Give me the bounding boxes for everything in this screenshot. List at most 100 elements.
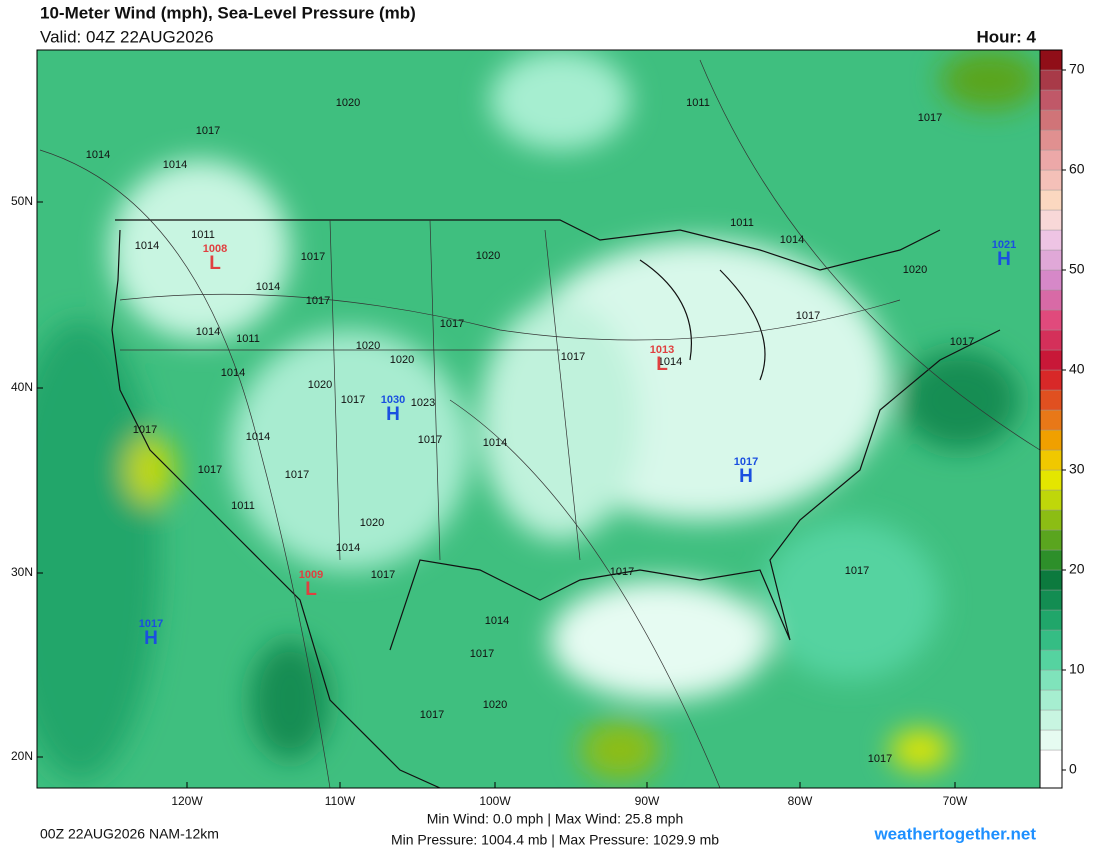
lon-label: 80W xyxy=(788,794,813,808)
colorbar-tick-label: 50 xyxy=(1069,261,1085,277)
colorbar-segment xyxy=(1039,749,1063,789)
colorbar-tick-label: 60 xyxy=(1069,161,1085,177)
pressure-center-value: 1017 xyxy=(139,618,163,630)
lon-label: 110W xyxy=(325,794,356,808)
isobar-label: 1017 xyxy=(133,424,157,436)
colorbar-segment xyxy=(1039,549,1063,571)
colorbar-segment xyxy=(1039,189,1063,211)
colorbar-segment xyxy=(1039,369,1063,391)
site-name: weathertogether.net xyxy=(873,824,1036,843)
colorbar-segment xyxy=(1039,449,1063,471)
isobar-label: 1017 xyxy=(301,251,325,263)
pressure-center-symbol: H xyxy=(739,466,753,487)
colorbar-segment xyxy=(1039,269,1063,291)
pressure-center-symbol: L xyxy=(656,354,668,375)
isobar-label: 1014 xyxy=(336,542,360,554)
isobar-label: 1020 xyxy=(483,699,507,711)
colorbar-segment xyxy=(1039,689,1063,711)
colorbar-frame xyxy=(1039,49,1063,789)
isobar-label: 1014 xyxy=(658,356,682,368)
isobar-label: 1017 xyxy=(918,112,942,124)
colorbar-segment xyxy=(1039,309,1063,331)
colorbar-segment xyxy=(1039,209,1063,231)
isobar-label: 1014 xyxy=(163,159,187,171)
isobar-label: 1017 xyxy=(306,295,330,307)
pressure-center-value: 1017 xyxy=(734,456,758,468)
forecast-hour: Hour: 4 xyxy=(977,27,1037,46)
pressure-center-symbol: H xyxy=(144,628,158,649)
isobar-label: 1020 xyxy=(390,354,414,366)
isobar-label: 1017 xyxy=(196,125,220,137)
isobar-label: 1011 xyxy=(191,229,215,241)
lat-label: 50N xyxy=(11,194,33,208)
colorbar-segment xyxy=(1039,569,1063,591)
isobar-label: 1017 xyxy=(440,318,464,330)
isobar-label: 1020 xyxy=(308,379,332,391)
isobar-label: 1020 xyxy=(356,340,380,352)
colorbar-segment xyxy=(1039,129,1063,151)
isobar-label: 1014 xyxy=(780,234,804,246)
isobar-label: 1023 xyxy=(411,397,435,409)
colorbar-segment xyxy=(1039,229,1063,251)
pressure-center-symbol: L xyxy=(209,253,221,274)
isobar-label: 1020 xyxy=(903,264,927,276)
colorbar-segment xyxy=(1039,649,1063,671)
isobar-label: 1014 xyxy=(196,326,220,338)
model-run: 00Z 22AUG2026 NAM-12km xyxy=(40,826,219,842)
lon-label: 120W xyxy=(171,794,203,808)
lon-label: 90W xyxy=(635,794,660,808)
isobar-label: 1017 xyxy=(845,565,869,577)
colorbar-segment xyxy=(1039,709,1063,731)
colorbar-segment xyxy=(1039,349,1063,371)
lat-label: 30N xyxy=(11,565,33,579)
pressure-center-value: 1009 xyxy=(299,569,323,581)
map xyxy=(37,50,1040,788)
colorbar-tick-label: 30 xyxy=(1069,461,1085,477)
colorbar-segment xyxy=(1039,609,1063,631)
colorbar-segment xyxy=(1039,109,1063,131)
pressure-center-value: 1021 xyxy=(992,239,1016,251)
colorbar-segment xyxy=(1039,329,1063,351)
colorbar-tick-label: 40 xyxy=(1069,361,1085,377)
pressure-stats: Min Pressure: 1004.4 mb | Max Pressure: … xyxy=(391,832,719,848)
colorbar-segment xyxy=(1039,529,1063,551)
colorbar-tick-label: 10 xyxy=(1069,661,1085,677)
colorbar-segment xyxy=(1039,509,1063,531)
isobar-label: 1017 xyxy=(470,648,494,660)
isobar-label: 1014 xyxy=(221,367,245,379)
colorbar-tick-label: 70 xyxy=(1069,61,1085,77)
isobar-label: 1017 xyxy=(285,469,309,481)
isobar-label: 1017 xyxy=(561,351,585,363)
valid-time: Valid: 04Z 22AUG2026 xyxy=(40,27,214,46)
pressure-center-value: 1030 xyxy=(381,394,405,406)
colorbar-segment xyxy=(1039,729,1063,751)
colorbar-segment xyxy=(1039,289,1063,311)
colorbar-segment xyxy=(1039,589,1063,611)
isobar-label: 1020 xyxy=(476,250,500,262)
colorbar-segment xyxy=(1039,89,1063,111)
colorbar-segment xyxy=(1039,249,1063,271)
colorbar-segment xyxy=(1039,169,1063,191)
pressure-center-value: 1013 xyxy=(650,344,674,356)
isobar-label: 1014 xyxy=(86,149,110,161)
pressure-center-symbol: H xyxy=(997,249,1011,270)
colorbar-segment xyxy=(1039,669,1063,691)
lon-label: 70W xyxy=(943,794,968,808)
isobar-label: 1014 xyxy=(246,431,270,443)
colorbar-tick-label: 0 xyxy=(1069,761,1077,777)
lon-label: 100W xyxy=(479,794,511,808)
isobar-label: 1017 xyxy=(868,753,892,765)
isobar-label: 1017 xyxy=(418,434,442,446)
isobar-label: 1011 xyxy=(231,500,255,512)
isobar-label: 1020 xyxy=(336,97,360,109)
colorbar-segment xyxy=(1039,149,1063,171)
isobar-label: 1017 xyxy=(341,394,365,406)
lat-label: 20N xyxy=(11,749,33,763)
isobar-label: 1011 xyxy=(730,217,754,229)
colorbar-segment xyxy=(1039,69,1063,91)
lat-label: 40N xyxy=(11,380,33,394)
isobar-label: 1017 xyxy=(198,464,222,476)
colorbar-segment xyxy=(1039,389,1063,411)
isobar-label: 1017 xyxy=(420,709,444,721)
